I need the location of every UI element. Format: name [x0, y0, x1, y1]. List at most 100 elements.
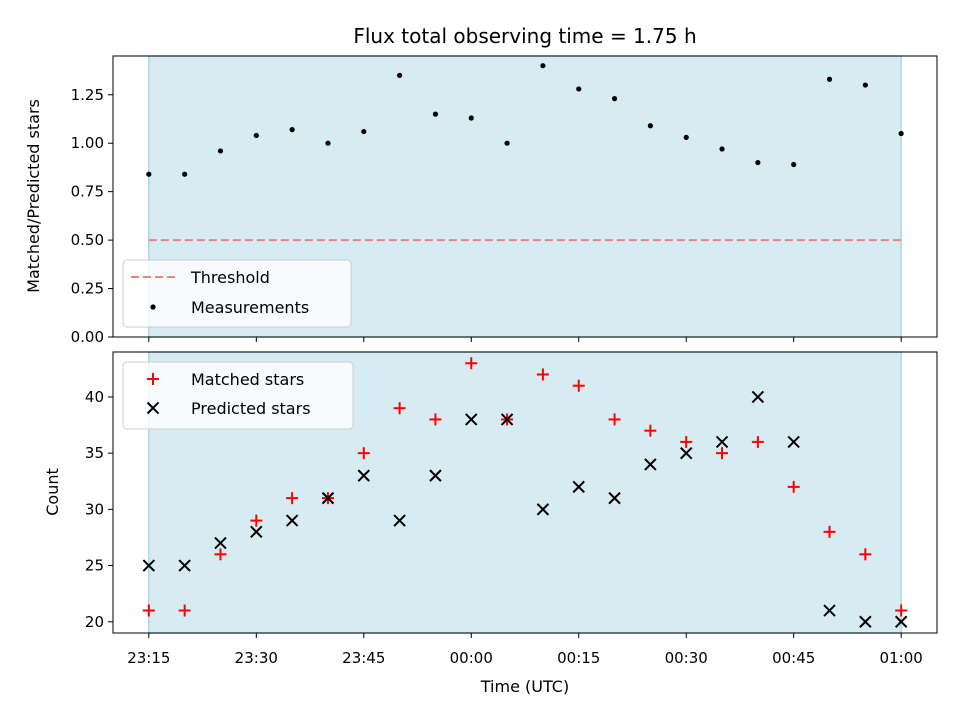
- bottom-y-ticks: 20 25 30 35 40: [85, 388, 113, 631]
- top-y-axis-label: Matched/Predicted stars: [24, 99, 43, 293]
- bottom-y-axis-label: Count: [43, 468, 62, 516]
- legend-predicted-label: Predicted stars: [191, 399, 311, 418]
- matched-star-point: [680, 435, 693, 448]
- x-tick-label: 00:00: [450, 649, 493, 667]
- predicted-star-point: [393, 514, 406, 527]
- matched-star-point: [178, 604, 191, 617]
- count-points: [142, 357, 908, 628]
- matched-star-point: [895, 604, 908, 617]
- bottom-panel: 20 25 30 35 40 23:15 23:30 23:45 00:00 00:15 00:3…: [43, 351, 938, 696]
- bottom-y-tick-label: 25: [85, 557, 104, 575]
- matched-star-point: [393, 402, 406, 415]
- legend-measurements-label: Measurements: [191, 298, 309, 317]
- legend-predicted-marker: [146, 401, 160, 415]
- measurement-point: [397, 72, 403, 78]
- matched-star-point: [572, 379, 585, 392]
- predicted-star-point: [894, 615, 908, 628]
- measurement-point: [325, 140, 331, 146]
- measurement-point: [755, 159, 761, 166]
- x-tick-label: 00:30: [665, 649, 708, 667]
- legend-measurements-swatch: [150, 304, 156, 310]
- predicted-star-point: [214, 536, 227, 550]
- predicted-star-point: [178, 559, 191, 572]
- predicted-star-point: [644, 458, 657, 471]
- matched-star-point: [214, 548, 227, 561]
- top-legend: Threshold Measurements: [122, 259, 352, 328]
- bottom-x-ticks: 23:15 23:30 23:45 00:00 00:15 00:30 00:45 01:00: [127, 633, 923, 667]
- matched-star-point: [250, 514, 263, 527]
- measurement-point: [182, 171, 188, 177]
- matched-star-point: [357, 447, 370, 460]
- predicted-star-point: [823, 604, 836, 617]
- top-legend-box: [122, 259, 352, 328]
- predicted-star-point: [680, 446, 693, 460]
- predicted-star-point: [465, 413, 478, 426]
- x-tick-label: 23:15: [127, 649, 170, 667]
- measurement-point: [468, 115, 474, 121]
- predicted-star-point: [751, 390, 765, 404]
- top-y-tick-label: 1.00: [71, 134, 104, 152]
- matched-star-point: [823, 525, 836, 538]
- top-y-tick-label: 0.00: [71, 328, 104, 346]
- predicted-star-point: [572, 480, 585, 494]
- x-tick-label: 23:30: [235, 649, 278, 667]
- measurement-point: [898, 130, 904, 137]
- matched-star-point: [142, 604, 155, 617]
- bottom-y-tick-label: 20: [85, 613, 104, 631]
- measurement-point: [504, 140, 510, 146]
- measurement-point: [862, 82, 868, 88]
- x-tick-label: 00:45: [772, 649, 815, 667]
- top-y-ticks: 0.00 0.25 0.50 0.75 1.00 1.25: [71, 86, 113, 346]
- bottom-legend-box: [122, 361, 354, 430]
- predicted-star-point: [536, 503, 550, 516]
- x-axis-label: Time (UTC): [480, 677, 569, 696]
- top-x-ticks: [148, 337, 902, 342]
- measurement-points: [146, 63, 904, 177]
- measurement-point: [432, 111, 439, 117]
- top-panel: 0.00 0.25 0.50 0.75 1.00 1.25 Matched/Predict…: [24, 55, 938, 346]
- predicted-star-point: [142, 559, 156, 572]
- matched-star-point: [751, 435, 764, 448]
- bottom-legend: Matched stars Predicted stars: [122, 361, 354, 430]
- bottom-axes-frame: [112, 351, 938, 634]
- predicted-star-point: [715, 435, 729, 449]
- matched-star-point: [644, 424, 657, 437]
- predicted-star-point: [250, 525, 263, 539]
- measurement-point: [361, 128, 367, 135]
- predicted-star-point: [859, 615, 872, 628]
- top-y-tick-label: 0.25: [71, 280, 104, 298]
- legend-threshold-label: Threshold: [190, 268, 270, 287]
- measurement-point: [289, 127, 295, 133]
- matched-star-point: [465, 357, 478, 370]
- matched-star-point: [859, 548, 872, 561]
- matched-star-point: [716, 447, 729, 460]
- measurement-point: [146, 171, 152, 177]
- predicted-star-point: [608, 491, 621, 505]
- top-y-tick-label: 1.25: [71, 86, 104, 104]
- predicted-star-point: [285, 514, 299, 527]
- measurement-point: [540, 63, 546, 69]
- top-y-tick-label: 0.50: [71, 231, 104, 249]
- measurement-point: [647, 123, 653, 129]
- x-tick-label: 23:45: [342, 649, 385, 667]
- chart-title: Flux total observing time = 1.75 h: [353, 24, 696, 48]
- measurement-point: [253, 132, 259, 139]
- bottom-y-tick-label: 35: [85, 444, 104, 462]
- measurement-point: [719, 146, 725, 152]
- predicted-star-point: [500, 413, 514, 426]
- matched-star-point: [286, 492, 299, 505]
- legend-matched-marker: [147, 373, 159, 385]
- measurement-point: [683, 134, 689, 140]
- matched-star-point: [608, 413, 621, 426]
- top-axes-frame: [112, 55, 938, 338]
- predicted-star-point: [429, 469, 442, 482]
- x-tick-label: 01:00: [880, 649, 923, 667]
- matched-star-point: [536, 368, 549, 381]
- measurement-point: [826, 76, 833, 82]
- predicted-star-point: [787, 435, 800, 449]
- legend-predicted-swatch: [146, 401, 160, 415]
- matched-star-point: [429, 413, 442, 426]
- predicted-star-point: [357, 469, 370, 482]
- x-tick-label: 00:15: [557, 649, 600, 667]
